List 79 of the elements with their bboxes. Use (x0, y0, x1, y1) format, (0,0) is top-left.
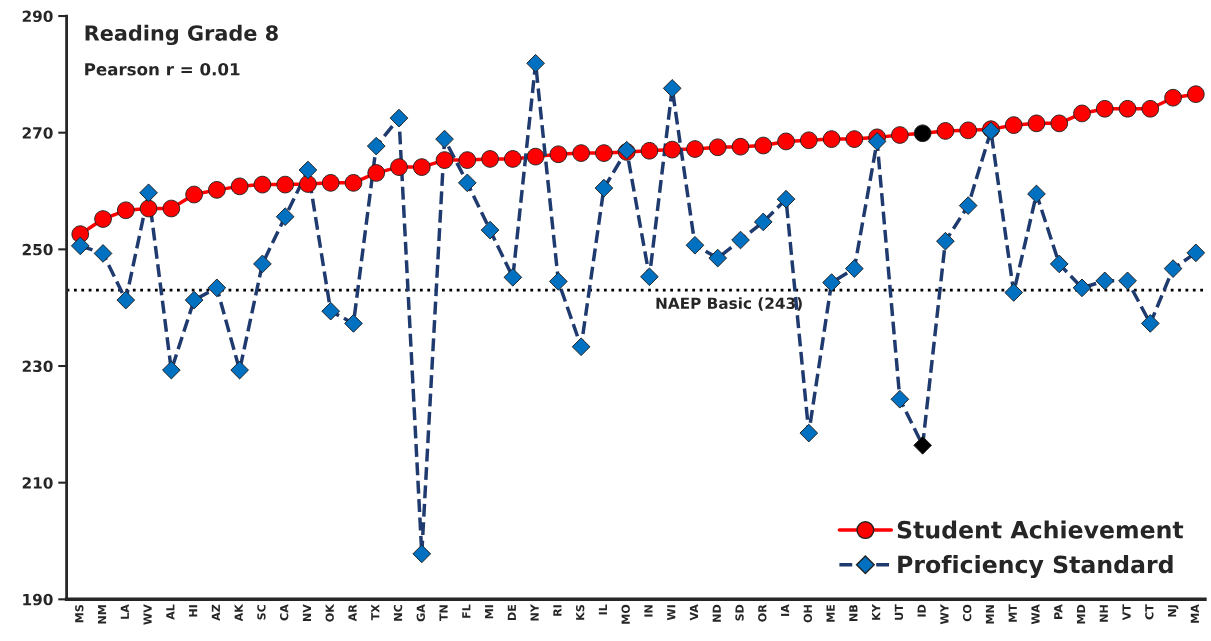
x-tick-label: LA (120, 604, 129, 619)
point (731, 230, 750, 250)
x-tick-label: CT (1145, 604, 1154, 620)
point (435, 129, 454, 149)
x-tick-label: MD (1076, 604, 1086, 624)
x-tick-label: AL (166, 604, 175, 620)
x-tick-label: VA (689, 604, 699, 621)
x-tick-label: WY (940, 604, 949, 625)
x-tick-label: AZ (211, 604, 220, 621)
point (753, 212, 773, 232)
x-tick-label: GA (416, 604, 425, 622)
x-tick-label: SD (735, 604, 744, 621)
x-tick-label: AR (348, 604, 357, 622)
x-tick-label: AK (234, 603, 243, 622)
x-tick-label: MA (1190, 604, 1199, 623)
x-tick-label: MI (485, 605, 494, 619)
point (1004, 283, 1024, 302)
x-tick-label: OR (758, 604, 767, 622)
x-tick-label: OH (803, 605, 813, 623)
x-tick-label: TX (371, 604, 380, 621)
legend-label: Proficiency Standard (898, 555, 1173, 579)
x-tick-label: UT (894, 604, 904, 620)
y-tick-label: 230 (22, 360, 53, 373)
point (958, 196, 978, 215)
x-tick-label: CA (279, 604, 289, 621)
x-tick-label: MT (1008, 604, 1017, 622)
x-tick-label: NV (302, 604, 311, 622)
point (1118, 271, 1137, 291)
x-tick-label: MN (985, 605, 994, 624)
y-tick-label: 210 (22, 477, 53, 489)
x-tick-label: OK (325, 603, 334, 622)
y-tick-label: 290 (22, 10, 53, 23)
x-tick-label: WA (1031, 604, 1040, 625)
x-tick-label: FL (462, 604, 471, 618)
point (275, 207, 295, 227)
x-tick-label: IA (781, 604, 790, 616)
x-tick-label: DE (507, 605, 516, 620)
point (685, 235, 705, 255)
point (253, 254, 272, 274)
point (708, 248, 728, 268)
y-tick-label: 190 (23, 593, 53, 606)
point (936, 231, 955, 251)
x-tick-label: MO (621, 604, 630, 624)
point (139, 183, 158, 203)
x-tick-label: HI (189, 605, 198, 617)
x-tick-label: SC (257, 604, 266, 620)
legend-label: Student Achievement (897, 520, 1184, 539)
point (640, 267, 659, 287)
y-tick-label: 270 (22, 127, 53, 139)
x-tick-label: MS (75, 605, 84, 623)
point (230, 360, 249, 380)
x-tick-label: WI (667, 605, 676, 621)
x-tick-label: TN (439, 605, 448, 622)
point (162, 360, 181, 380)
x-tick-label: NJ (1168, 605, 1179, 617)
x-tick-label: NM (98, 605, 107, 624)
x-tick-label: RI (553, 605, 562, 616)
x-tick-label: CO (962, 604, 972, 622)
x-tick-label: ND (712, 604, 721, 622)
chart-title: Reading Grade 8 (85, 24, 278, 46)
x-tick-label: NC (393, 604, 403, 621)
x-tick-label: WV (143, 604, 152, 625)
x-tick-label: IN (644, 605, 653, 617)
point (867, 132, 887, 151)
x-tick-label: ID (917, 604, 926, 617)
x-tick-label: IL (598, 604, 607, 615)
x-tick-label: NB (849, 604, 858, 621)
point (1163, 259, 1183, 278)
x-tick-label: ME (826, 605, 835, 622)
point (93, 244, 113, 263)
point (1027, 184, 1046, 204)
x-tick-label: PA (1054, 604, 1063, 619)
x-tick-label: NH (1099, 605, 1108, 622)
text: Pearson r = 0.01 (85, 62, 240, 76)
x-tick-label: NY (530, 604, 539, 621)
x-tick-label: KS (575, 605, 585, 620)
x-tick-label: KY (872, 604, 881, 620)
x-tick-label: VT (1122, 604, 1131, 621)
y-tick-label: 250 (22, 243, 53, 256)
